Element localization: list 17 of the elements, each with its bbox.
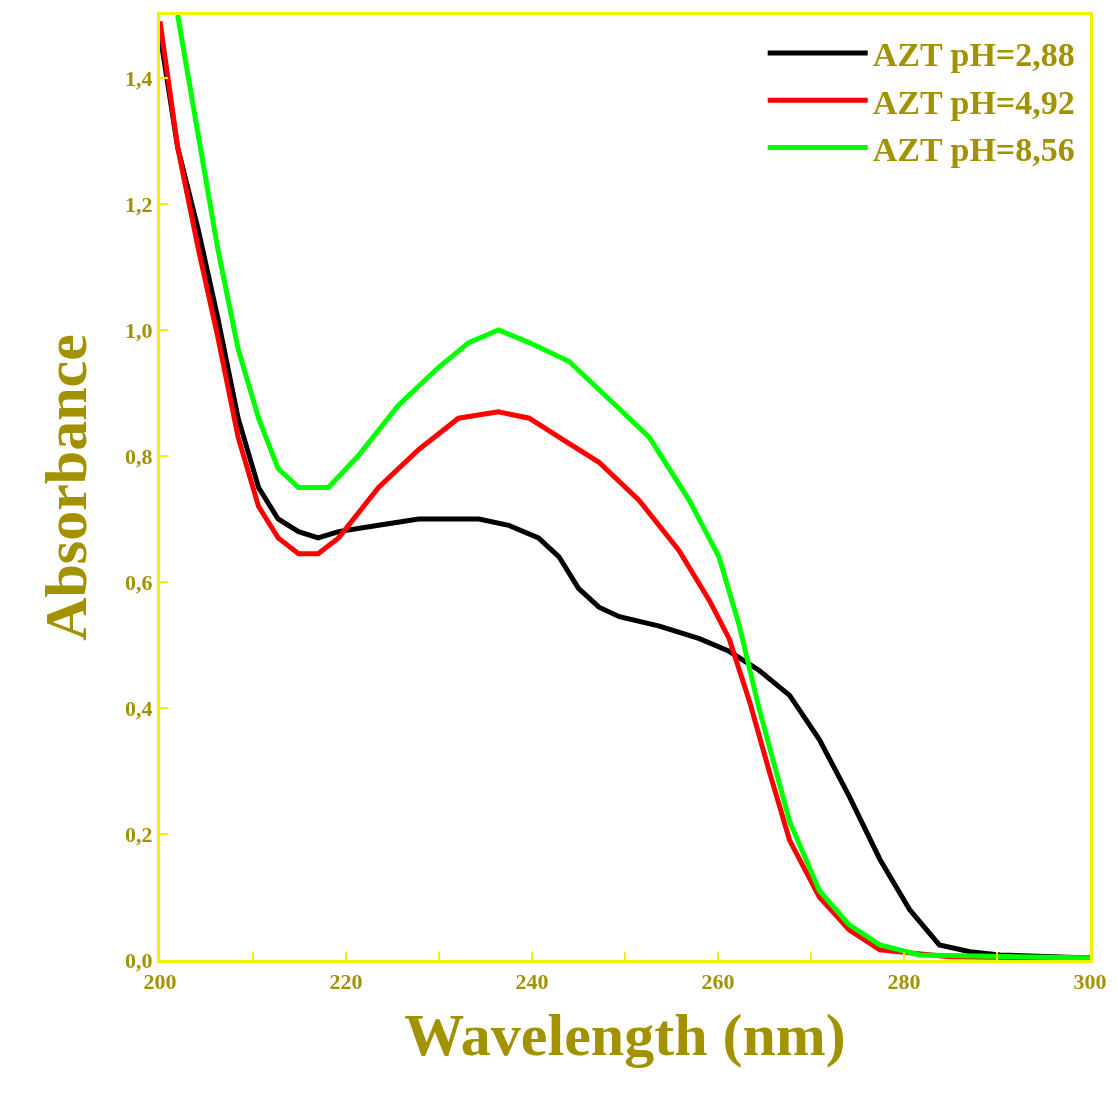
- y-tick-label: 0,2: [125, 821, 153, 847]
- y-axis-title: Absorbance: [32, 334, 99, 641]
- legend-label: AZT pH=8,56: [872, 130, 1075, 168]
- x-tick-label: 220: [329, 969, 363, 995]
- y-tick-label: 0,6: [125, 569, 153, 595]
- x-tick-label: 260: [701, 969, 735, 995]
- y-tick-label: 0,8: [125, 443, 153, 469]
- x-tick-label: 280: [887, 969, 921, 995]
- legend-label: AZT pH=2,88: [872, 36, 1075, 74]
- y-tick-label: 1,4: [125, 65, 153, 91]
- x-tick-label: 240: [515, 969, 549, 995]
- x-tick-label: 300: [1073, 969, 1107, 995]
- y-tick-label: 1,0: [125, 317, 153, 343]
- y-tick-label: 1,2: [125, 191, 153, 217]
- y-tick-label: 0,4: [125, 695, 153, 721]
- legend-label: AZT pH=4,92: [872, 83, 1075, 121]
- x-axis-title: Wavelength (nm): [404, 1001, 846, 1068]
